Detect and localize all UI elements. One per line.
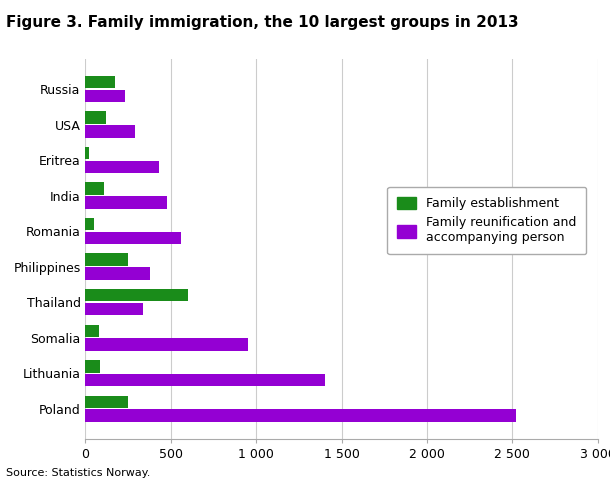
Bar: [85, 111, 106, 124]
Bar: [85, 147, 89, 160]
Bar: [85, 325, 99, 337]
Bar: [85, 218, 94, 230]
Bar: [85, 409, 516, 422]
Text: Figure 3. Family immigration, the 10 largest groups in 2013: Figure 3. Family immigration, the 10 lar…: [6, 15, 518, 30]
Bar: [85, 196, 167, 209]
Bar: [85, 338, 248, 351]
Bar: [85, 267, 150, 280]
Bar: [85, 161, 159, 173]
Bar: [85, 90, 124, 102]
Bar: [85, 125, 135, 138]
Bar: [85, 303, 143, 315]
Bar: [85, 396, 128, 408]
Bar: [85, 360, 100, 372]
Bar: [85, 183, 104, 195]
Text: Source: Statistics Norway.: Source: Statistics Norway.: [6, 468, 151, 478]
Bar: [85, 374, 325, 386]
Bar: [85, 76, 115, 88]
Bar: [85, 232, 181, 244]
Legend: Family establishment, Family reunification and
accompanying person: Family establishment, Family reunificati…: [387, 186, 586, 254]
Bar: [85, 253, 128, 266]
Bar: [85, 289, 188, 302]
